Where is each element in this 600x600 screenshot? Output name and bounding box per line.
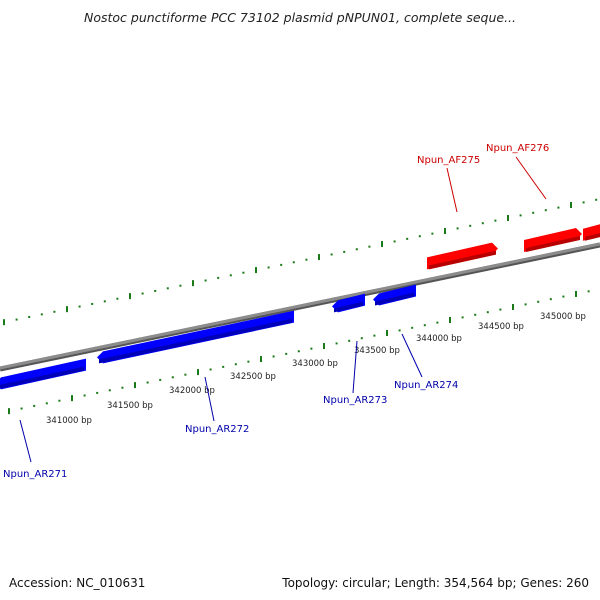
gene-arrow-shade — [585, 233, 600, 241]
accession-text: Accession: NC_010631 — [9, 576, 146, 590]
gene-callouts: Npun_AR271 Npun_AR272 Npun_AR273 Npun_AR274… — [3, 143, 549, 480]
callout-line — [446, 167, 458, 213]
gene-track — [0, 224, 600, 390]
callout-line — [19, 419, 32, 463]
callout-line — [515, 156, 547, 200]
ruler-label: 344000 bp — [416, 334, 462, 344]
ruler-label: 343500 bp — [354, 346, 400, 356]
gene-arrow-shade — [526, 236, 580, 252]
gene-arrow-shade — [334, 301, 363, 313]
ruler-label: 341000 bp — [46, 416, 92, 426]
gene-label: Npun_AR274 — [394, 380, 458, 391]
ruler-label: 342000 bp — [169, 386, 215, 396]
ruler-label: 344500 bp — [478, 322, 524, 332]
ruler-labels: 341000 bp 341500 bp 342000 bp 342500 bp 3430… — [46, 312, 586, 426]
callout-line — [401, 333, 423, 378]
ruler-label: 341500 bp — [107, 401, 153, 411]
topology-summary: Topology: circular; Length: 354,564 bp; … — [282, 576, 589, 590]
ruler-label: 343000 bp — [292, 359, 338, 369]
gene-label: Npun_AF275 — [417, 155, 480, 166]
gene-arrow-shade — [429, 250, 496, 270]
gene-label: Npun_AR272 — [185, 424, 249, 435]
gene-label: Npun_AR273 — [323, 395, 387, 406]
ruler-label: 345000 bp — [540, 312, 586, 322]
ruler-label: 342500 bp — [230, 372, 276, 382]
inner-tick-track — [8, 290, 590, 415]
gene-label: Npun_AR271 — [3, 469, 67, 480]
callout-line — [352, 340, 358, 394]
backbone-line — [0, 242, 600, 370]
callout-line — [204, 376, 215, 422]
outer-tick-track — [3, 198, 598, 326]
gene-arrow-shade — [99, 318, 292, 364]
plasmid-backbone — [0, 242, 600, 372]
gene-arrow-shade — [0, 366, 84, 389]
gene-arrow-shade — [375, 292, 414, 306]
gene-label: Npun_AF276 — [486, 143, 549, 154]
map-title: Nostoc punctiforme PCC 73102 plasmid pNP… — [83, 10, 516, 25]
